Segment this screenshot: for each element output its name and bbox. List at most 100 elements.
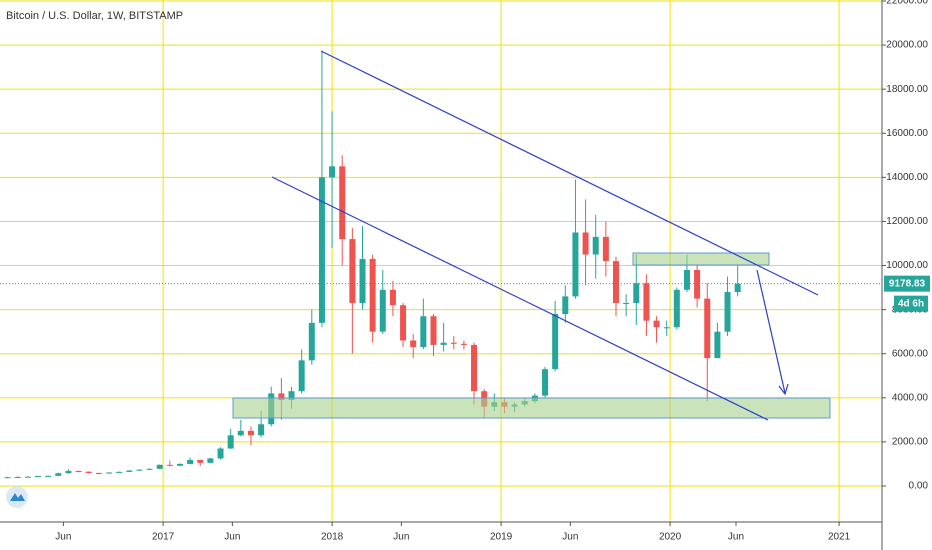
candle-body [45,475,52,477]
y-tick-label: 4000.00 [892,392,929,403]
candle-body [694,269,701,299]
candle-body [562,296,569,315]
y-tick-label: 22000.00 [886,0,928,7]
lower-trendline [271,176,769,421]
y-tick-label: 18000.00 [886,84,928,95]
candle-body [653,320,660,328]
countdown-box [894,295,928,312]
drawings [232,50,831,421]
candle-body [85,471,92,473]
x-tick-label: 2018 [321,532,344,543]
chart-title: Bitcoin / U.S. Dollar, 1W, BITSTAMP [6,10,183,22]
candle-body [308,322,315,361]
candle-body [460,343,467,345]
x-tick-label: 2019 [490,532,513,543]
candle-body [734,283,741,292]
candle-body [278,393,285,401]
candle-body [14,476,21,478]
last-price-label: 9178.83 [889,278,926,289]
x-tick-label: 2021 [828,532,851,543]
candle-body [450,342,457,344]
candle-body [95,472,102,474]
arrow-line [756,269,786,394]
candle-body [197,459,204,463]
candle-body [389,289,396,306]
candle-body [400,305,407,341]
candle-body [410,340,417,348]
candle-body [55,473,62,476]
candle-body [714,331,721,359]
last-price-box [884,275,930,292]
candle-body [329,166,336,178]
y-tick-label: 2000.00 [892,437,929,448]
x-tick-label: Jun [562,532,578,543]
logo-icon [10,493,25,501]
candle-body [156,464,163,469]
candle-body [176,463,183,466]
candle-body [187,459,194,464]
x-tick-label: 2020 [659,532,682,543]
candle-body [126,470,133,472]
candle-body [75,471,82,473]
y-tick-label: 20000.00 [886,40,928,51]
candle-body [4,477,11,479]
candle-body [227,435,234,449]
candle-body [166,464,173,466]
candle-body [612,261,619,304]
resistance-zone [632,252,770,266]
candle-body [572,232,579,297]
y-tick-label: 16000.00 [886,128,928,139]
candle-body [207,458,214,463]
candle-body [430,316,437,345]
candle-body [237,430,244,436]
support-zone [232,397,831,419]
x-tick-label: Jun [55,532,71,543]
candle-body [542,369,549,396]
candle-body [247,430,254,436]
y-tick-label: 6000.00 [892,348,929,359]
candle-body [217,448,224,459]
candle-body [724,291,731,332]
candle-body [258,424,265,436]
y-tick-label: 14000.00 [886,172,928,183]
y-tick-label: 10000.00 [886,260,928,271]
arrow-head [778,383,789,396]
candle-body [440,342,447,345]
candle-body [349,239,356,304]
candle-body [643,283,650,321]
candle-body [116,471,123,473]
candle-body [379,289,386,332]
candle-body [663,327,670,329]
candle-body [35,476,42,478]
candle-body [339,166,346,240]
candle-body [602,236,609,262]
candle-body [65,471,72,474]
candle-body [359,258,366,304]
y-tick-label: 0.00 [909,481,929,492]
y-tick-label: 12000.00 [886,216,928,227]
countdown-label: 4d 6h [898,298,924,309]
x-tick-label: Jun [224,532,240,543]
candle-body [683,269,690,290]
candle-body [288,391,295,401]
x-tick-label: Jun [393,532,409,543]
candle-body [298,360,305,392]
candle-body [592,236,599,255]
upper-trendline [320,50,819,296]
candle-body [146,468,153,470]
candle-body [318,177,325,323]
candle-body [420,316,427,348]
logo [6,486,28,508]
candle-body [552,314,559,370]
candle-body [136,469,143,471]
axes: 0.002000.004000.006000.008000.0010000.00… [55,0,930,543]
candle-body [24,476,31,478]
candle-body [582,232,589,255]
candle-body [623,303,630,305]
candle-body [673,289,680,328]
candle-body [369,258,376,332]
candle-body [704,298,711,359]
candle-body [633,283,640,304]
